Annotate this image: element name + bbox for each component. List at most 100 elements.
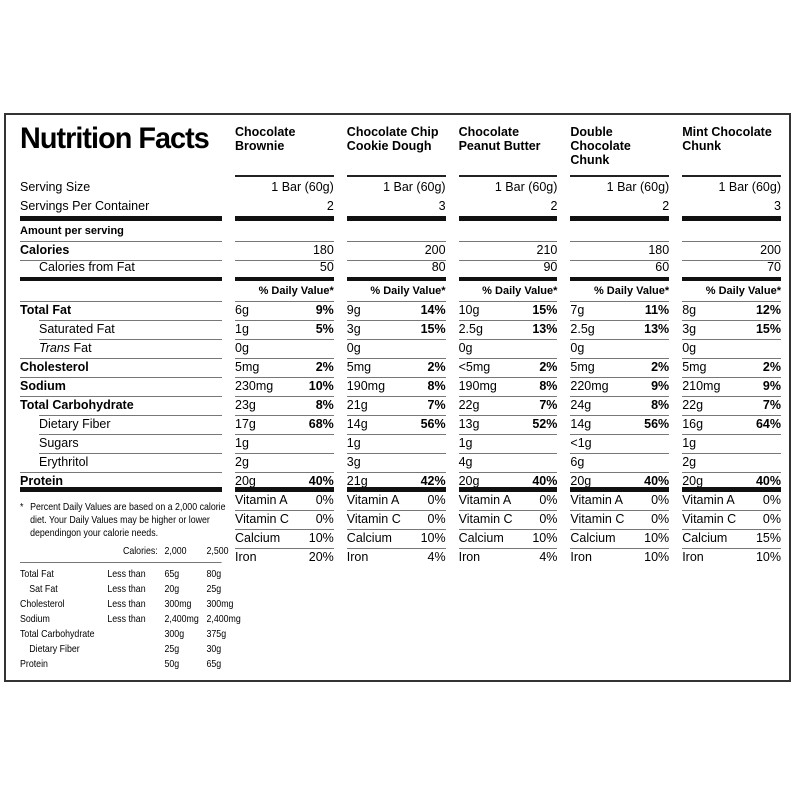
nutrient-value-row: 10g 15% (458, 302, 558, 321)
separator-line (570, 260, 670, 261)
separator-line (570, 277, 670, 281)
footnote-row-value-2500: 375g (206, 628, 227, 640)
nutrient-value-row: 3g 15% (346, 321, 446, 340)
separator-line (682, 339, 781, 340)
nutrient-value-row: 17g 68% (235, 416, 334, 435)
separator-line (346, 548, 446, 549)
serving-size-row: 1 Bar (60g) (235, 177, 334, 198)
calories-row: 200 (682, 242, 781, 261)
servings-value: 2 (550, 198, 558, 213)
nutrient-label: Sugars (39, 435, 79, 450)
separator-line (235, 472, 334, 473)
nutrient-daily-value: 5% (315, 321, 334, 336)
nutrient-value-row: 2.5g 13% (570, 321, 670, 340)
nutrient-amount: 5mg (570, 359, 595, 374)
separator-line (20, 241, 222, 242)
calories-from-fat-row: 60 (570, 260, 670, 281)
separator-line (346, 277, 446, 281)
nutrient-value-row: 1g (682, 435, 781, 454)
daily-value-header: % Daily Value* (482, 285, 558, 298)
nutrient-amount: 6g (235, 302, 249, 317)
footnote-row: Cholesterol Less than 300mg 300mg (20, 597, 233, 612)
separator-line (458, 548, 558, 549)
vitamin-value: 4% (539, 549, 558, 564)
nutrient-value-row: 20g 40% (458, 473, 558, 492)
daily-value-header-spacer (20, 281, 222, 302)
separator-line (39, 415, 222, 416)
nutrient-amount: 5mg (682, 359, 707, 374)
product-header: Double Chocolate Chunk (570, 125, 670, 177)
footnote-row: Dietary Fiber 25g 30g (20, 642, 222, 657)
nutrient-amount: 3g (346, 454, 361, 469)
servings-per-container-row: 2 (458, 198, 558, 221)
nutrient-daily-value: 8% (539, 378, 558, 393)
nutrient-value-row: 1g 5% (235, 321, 334, 340)
product-name: Mint Chocolate Chunk (682, 125, 772, 153)
nutrient-amount: 4g (458, 454, 473, 469)
nutrient-amount: 5mg (346, 359, 372, 374)
vitamin-label: Iron (682, 549, 704, 564)
separator-line (346, 377, 446, 378)
nutrient-daily-value: 8% (315, 397, 334, 412)
separator-line (458, 453, 558, 454)
nutrient-value-row: 1g (458, 435, 558, 454)
footnote-row-qualifier (107, 657, 164, 672)
nutrient-amount: 2.5g (458, 321, 483, 336)
separator-line (346, 434, 446, 435)
nutrient-label: Trans Fat (20, 341, 92, 355)
vitamin-row: Vitamin A 0% (570, 492, 670, 511)
amount-per-serving-row (570, 221, 670, 242)
nutrient-amount: 24g (570, 397, 592, 412)
nutrient-value-row: 22g 7% (682, 397, 781, 416)
nutrient-value-row: 5mg 2% (235, 359, 334, 378)
calories-from-fat-value: 70 (767, 259, 781, 274)
daily-value-header-row: % Daily Value* (682, 281, 781, 302)
nutrient-amount: 14g (346, 416, 368, 431)
footnote-row-value-2500: 65g (206, 658, 222, 670)
nutrition-facts-panel: Nutrition Facts Serving Size Servings Per … (4, 113, 791, 682)
separator-line (458, 320, 558, 321)
vitamin-value: 10% (420, 530, 446, 545)
calories-from-fat-value: 90 (543, 259, 558, 274)
separator-line (235, 415, 334, 416)
nutrient-amount: <5mg (458, 359, 491, 374)
separator-line (570, 216, 670, 221)
separator-line (682, 358, 781, 359)
separator-line (682, 241, 781, 242)
nutrient-amount: 1g (235, 435, 249, 450)
nutrient-amount: <1g (570, 435, 592, 450)
nutrient-amount: 3g (682, 321, 697, 336)
nutrient-daily-value: 42% (420, 473, 446, 488)
serving-size-value: 1 Bar (60g) (606, 179, 670, 194)
footnote: * Percent Daily Values are based on a 2,0… (20, 492, 241, 672)
nutrient-daily-value: 68% (308, 416, 334, 431)
product-name: Double Chocolate Chunk (570, 125, 631, 167)
nutrient-value-row: 2.5g 13% (458, 321, 558, 340)
vitamin-value: 10% (308, 530, 334, 545)
separator-line (20, 260, 222, 261)
vitamin-row: Vitamin C 0% (346, 511, 446, 530)
nutrient-amount: 0g (458, 340, 473, 355)
nutrient-daily-value: 2% (315, 359, 334, 374)
nutrient-value-row: 8g 12% (682, 302, 781, 321)
nutrient-amount: 13g (458, 416, 480, 431)
nutrient-value-row: 0g (235, 340, 334, 359)
nutrient-amount: 0g (570, 340, 585, 355)
footnote-row-label: Sodium (20, 613, 50, 625)
vitamin-row: Iron 10% (682, 549, 781, 568)
nutrient-value-row: 20g 40% (235, 473, 334, 492)
separator-line (346, 175, 446, 177)
nutrient-value-row: 3g 15% (682, 321, 781, 340)
nutrient-value-row: 21g 7% (346, 397, 446, 416)
separator-line (235, 320, 334, 321)
nutrient-value-row: 190mg 8% (346, 378, 446, 397)
nutrient-value-row: 4g (458, 454, 558, 473)
nutrient-daily-value: 10% (308, 378, 334, 393)
vitamin-value: 0% (539, 511, 558, 526)
separator-line (570, 434, 670, 435)
nutrient-daily-value: 7% (427, 397, 446, 412)
separator-line (20, 216, 222, 221)
vitamin-value: 0% (651, 511, 670, 526)
footnote-row: Sat Fat Less than 20g 25g (20, 582, 222, 597)
vitamin-label: Vitamin A (235, 492, 288, 507)
